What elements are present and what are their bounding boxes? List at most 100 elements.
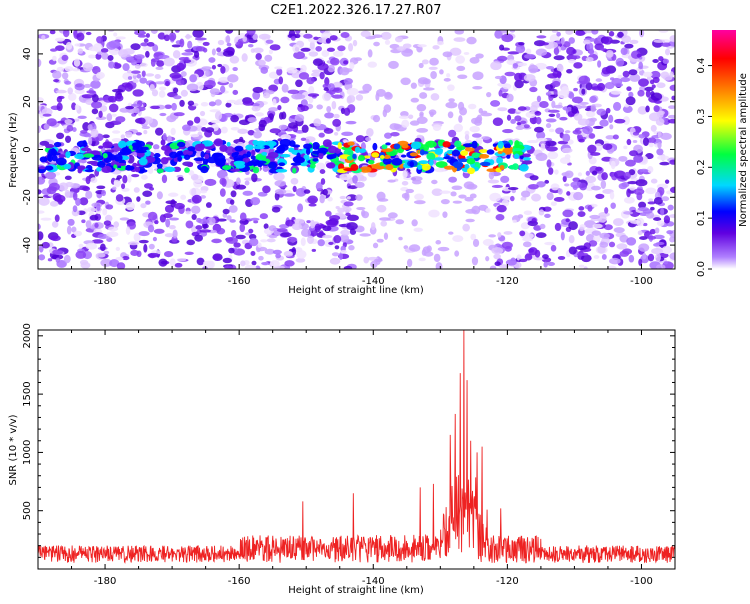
heatmap-cell: [51, 254, 64, 260]
heatmap-cell: [546, 66, 555, 70]
heatmap-cell: [326, 162, 336, 169]
heatmap-cell: [536, 95, 542, 103]
heatmap-cell: [373, 258, 383, 263]
heatmap-cell: [622, 116, 630, 125]
heatmap-cell: [498, 89, 503, 97]
heatmap-cell: [599, 232, 610, 239]
heatmap-cell: [38, 197, 50, 206]
heatmap-cell: [642, 137, 649, 147]
heatmap-cell: [329, 57, 340, 66]
heatmap-cell: [501, 199, 510, 207]
heatmap-cell: [629, 39, 639, 44]
heatmap-cell: [523, 210, 533, 216]
heatmap-cell: [651, 84, 656, 89]
heatmap-cell: [650, 124, 657, 132]
heatmap-cell: [644, 86, 654, 92]
heatmap-cell: [38, 223, 41, 230]
heatmap-cell: [184, 34, 193, 39]
heatmap-cell: [355, 94, 364, 101]
heatmap-cell: [587, 204, 593, 212]
heatmap-cell: [154, 81, 166, 85]
heatmap-cell: [91, 101, 103, 109]
heatmap-cell: [187, 146, 196, 152]
heatmap-cell: [624, 103, 630, 108]
heatmap-cell: [239, 223, 246, 233]
heatmap-cell: [192, 30, 204, 38]
heatmap-cell: [445, 101, 458, 109]
heatmap-cell: [214, 111, 223, 121]
heatmap-cell: [95, 116, 107, 121]
spectrogram-x-axis-label: Height of straight line (km): [288, 285, 424, 296]
heatmap-cell: [166, 115, 177, 123]
heatmap-cell: [352, 153, 357, 160]
heatmap-cell: [414, 193, 424, 201]
heatmap-cell: [323, 127, 334, 134]
heatmap-cell: [339, 195, 347, 200]
heatmap-cell: [167, 192, 179, 197]
heatmap-cell: [322, 188, 328, 196]
heatmap-cell: [150, 105, 161, 110]
heatmap-cell: [432, 45, 440, 50]
heatmap-cell: [116, 175, 123, 180]
heatmap-cell: [506, 154, 511, 159]
heatmap-cell: [88, 46, 99, 52]
heatmap-cell: [90, 80, 101, 89]
heatmap-cell: [343, 107, 351, 116]
heatmap-cell: [387, 212, 398, 219]
heatmap-cell: [599, 119, 609, 127]
heatmap-cell: [121, 255, 130, 261]
heatmap-cell: [247, 44, 254, 48]
heatmap-cell: [108, 226, 119, 232]
heatmap-cell: [467, 167, 476, 175]
spectrogram-y-tick-label: -20: [22, 189, 33, 205]
heatmap-cell: [295, 257, 306, 263]
heatmap-cell: [202, 266, 208, 269]
heatmap-cell: [49, 30, 56, 35]
heatmap-cell: [531, 217, 537, 223]
heatmap-cell: [125, 201, 136, 211]
heatmap-cell: [581, 88, 586, 95]
heatmap-cell: [605, 135, 615, 140]
heatmap-cell: [417, 44, 427, 48]
heatmap-cell: [370, 260, 378, 268]
heatmap-cell: [269, 141, 274, 150]
heatmap-cell: [56, 102, 63, 112]
heatmap-cell: [73, 230, 83, 237]
heatmap-cell: [264, 54, 273, 62]
heatmap-cell: [265, 39, 274, 44]
heatmap-cell: [655, 117, 665, 126]
heatmap-cell: [122, 63, 130, 72]
heatmap-cell: [363, 256, 369, 264]
heatmap-cell: [372, 34, 383, 39]
heatmap-cell: [196, 257, 205, 266]
heatmap-cell: [227, 74, 239, 83]
heatmap-cell: [504, 71, 516, 77]
heatmap-cell: [434, 167, 446, 173]
heatmap-cell: [150, 30, 158, 34]
heatmap-cell: [234, 151, 240, 156]
heatmap-cell: [491, 247, 504, 255]
heatmap-cell: [317, 147, 329, 154]
heatmap-cell: [466, 36, 477, 45]
heatmap-cell: [168, 225, 176, 230]
heatmap-cell: [601, 66, 611, 75]
heatmap-cell: [167, 135, 172, 144]
heatmap-cell: [176, 141, 186, 148]
heatmap-cell: [133, 232, 141, 242]
heatmap-cell: [419, 149, 425, 156]
heatmap-cell: [447, 111, 454, 119]
heatmap-cell: [216, 47, 222, 53]
heatmap-cell: [440, 198, 450, 205]
heatmap-cell: [251, 105, 261, 112]
heatmap-cell: [380, 220, 388, 227]
snr-x-tick-label: -180: [94, 576, 117, 587]
heatmap-cell: [41, 34, 46, 40]
colorbar-tick-label: 0.4: [696, 58, 707, 74]
heatmap-cell: [244, 264, 257, 269]
heatmap-cell: [313, 118, 322, 127]
heatmap-cell: [617, 31, 624, 38]
heatmap-cell: [75, 250, 87, 259]
heatmap-cell: [102, 153, 108, 159]
heatmap-cell: [517, 62, 528, 67]
heatmap-cell: [564, 154, 571, 160]
